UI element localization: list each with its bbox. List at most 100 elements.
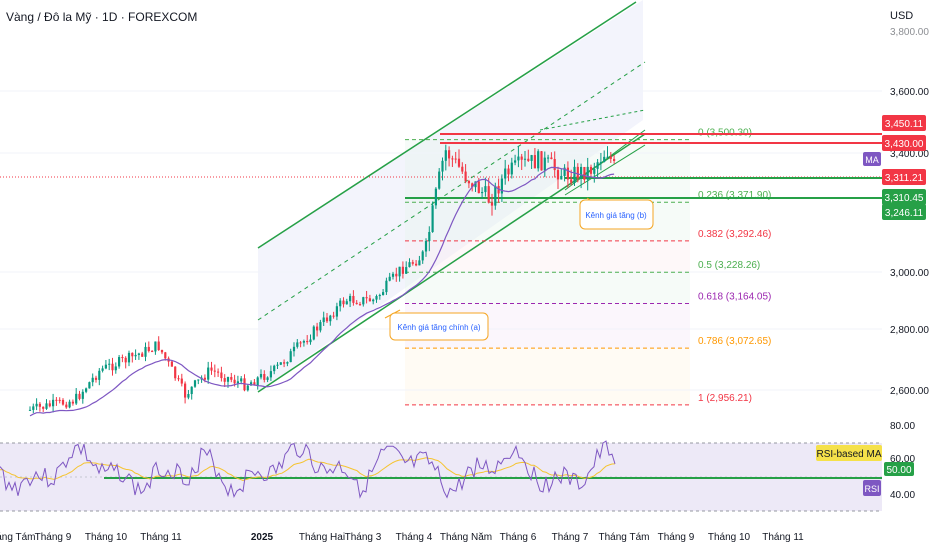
candle-body	[382, 292, 385, 296]
candle-body	[418, 260, 421, 266]
candle-body	[170, 361, 173, 367]
rsi-line[interactable]	[0, 440, 616, 499]
callout-main-channel	[389, 312, 489, 341]
candle-body	[514, 160, 517, 163]
candle-body	[184, 383, 187, 398]
channel-mid-line	[257, 61, 646, 321]
candle-body	[471, 183, 474, 188]
candle-body	[388, 276, 391, 281]
candle-body	[421, 251, 424, 261]
candle-body	[560, 175, 563, 180]
candle-body	[283, 362, 286, 364]
candle-body	[424, 240, 428, 252]
fib-label: 0.5 (3,228.26)	[698, 260, 760, 271]
rsi-ma-badge-text: RSI-based MA	[816, 449, 881, 460]
candle-body	[375, 296, 378, 300]
candle-body	[556, 170, 560, 180]
candle-body	[157, 341, 160, 351]
candle-body	[141, 353, 144, 357]
candle-body	[279, 362, 282, 365]
candle-body	[500, 178, 503, 194]
ma-line[interactable]	[29, 166, 615, 417]
candle-body	[292, 346, 296, 352]
fib-label: 0.786 (3,072.65)	[698, 336, 771, 347]
candle-body	[520, 156, 523, 160]
candle-body	[164, 352, 167, 359]
candle-body	[408, 262, 411, 268]
time-tick: Tháng 10	[85, 532, 128, 543]
time-tick: Tháng 9	[658, 532, 695, 543]
candle-body	[504, 168, 507, 179]
candle-body	[527, 158, 530, 161]
time-tick: Tháng Hai	[299, 532, 345, 543]
candle-body	[28, 409, 32, 411]
channel-upper-line	[257, 1, 637, 249]
candle-body	[35, 403, 38, 407]
price-labels: 3,450.11 3,430.00 3,311.21 3,310.45 3,246.11	[882, 115, 926, 220]
candle-body	[490, 202, 494, 206]
candle-body	[362, 297, 365, 305]
candle-body	[85, 388, 88, 392]
price-label: 3,310.45	[882, 189, 926, 205]
candle-body	[385, 280, 388, 293]
fib-band	[405, 348, 690, 405]
price-axis[interactable]: 3,600.00 3,400.00 3,000.00 2,800.00 2,600.00…	[890, 27, 929, 397]
candle-body	[273, 365, 276, 372]
candle-body	[197, 379, 200, 381]
badges: MA RSI-based MA 50.00 RSI	[816, 152, 914, 496]
candle-body	[104, 364, 107, 369]
price-label-box	[882, 189, 926, 205]
candle-body	[415, 263, 418, 266]
candle-body	[42, 406, 45, 409]
candle-body	[88, 382, 91, 389]
price-label: 3,246.11	[882, 204, 926, 220]
candle-body	[45, 403, 48, 409]
candle-body	[335, 306, 338, 317]
candle-body	[355, 302, 358, 305]
callout-main-channel-text: Kênh giá tăng chính (a)	[397, 323, 481, 332]
candle-body	[276, 364, 279, 366]
candle-body	[266, 377, 269, 380]
candle-body	[236, 381, 239, 384]
price-label-box	[882, 115, 926, 131]
candle-body	[259, 374, 263, 378]
candle-body	[256, 377, 259, 386]
candle-body	[127, 352, 131, 363]
currency-label: USD	[890, 10, 914, 22]
time-tick: 2025	[251, 532, 274, 543]
candle-body	[405, 267, 408, 274]
candle-body	[461, 166, 464, 172]
candle-body	[213, 370, 216, 372]
price-tick: 3,400.00	[890, 149, 929, 160]
candle-body	[210, 367, 213, 371]
candle-body	[309, 339, 312, 343]
candle-body	[78, 393, 81, 399]
time-tick: Tháng 9	[35, 532, 72, 543]
candle-body	[352, 295, 355, 303]
candle-body	[411, 262, 414, 264]
candle-body	[566, 167, 569, 180]
candle-body	[329, 315, 332, 322]
candle-body	[325, 317, 329, 322]
candle-body	[230, 377, 233, 380]
callout-sub-channel-text: Kênh giá tăng (b)	[585, 211, 647, 220]
candle-body	[454, 158, 457, 160]
time-tick: Tháng Tám	[0, 532, 35, 543]
candle-body	[177, 378, 180, 380]
candle-body	[111, 363, 114, 371]
candle-body	[563, 167, 566, 176]
candle-body	[428, 231, 431, 241]
price-label-text: 3,310.45	[885, 193, 924, 204]
candle-body	[174, 366, 177, 379]
candles[interactable]	[28, 144, 616, 414]
candle-body	[603, 156, 606, 162]
candle-body	[91, 377, 94, 383]
candle-body	[131, 352, 134, 357]
candle-body	[467, 180, 470, 184]
time-tick: Tháng 11	[140, 532, 182, 543]
candle-body	[154, 341, 157, 352]
candle-body	[134, 354, 137, 357]
candle-body	[401, 266, 404, 274]
